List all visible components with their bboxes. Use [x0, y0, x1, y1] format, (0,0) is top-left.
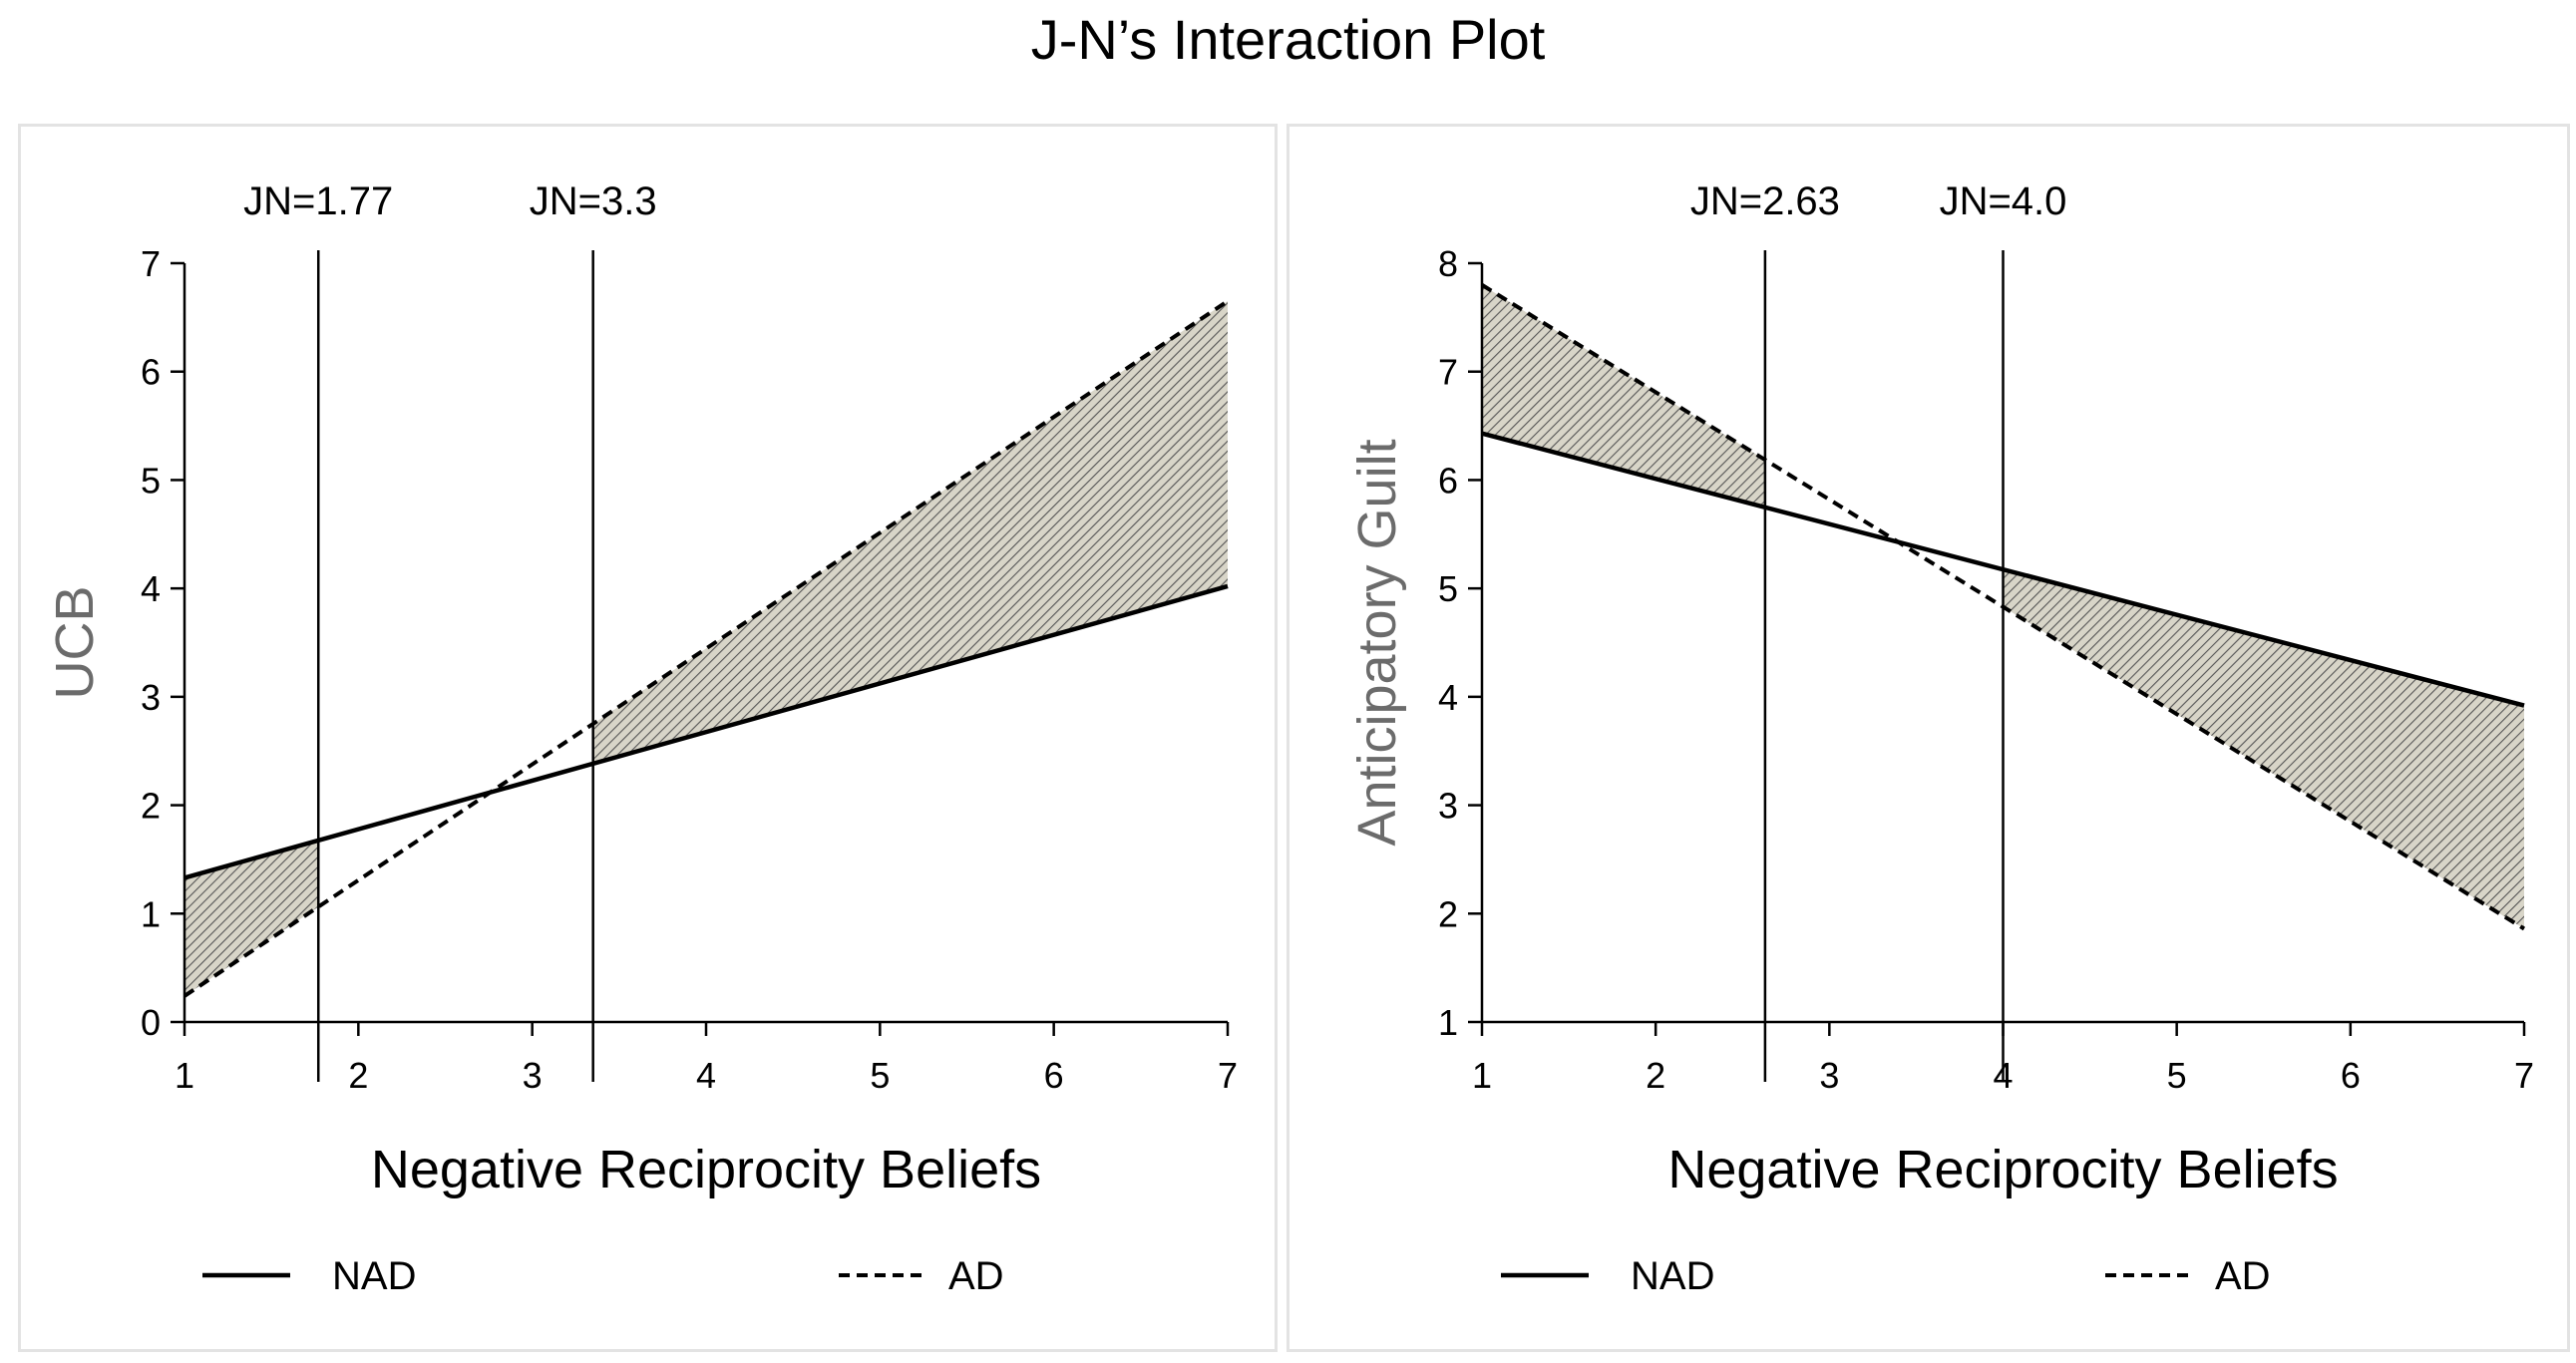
y-tick-label: 2 — [141, 786, 161, 827]
nad-series-line — [1481, 431, 2525, 708]
y-tick-label: 6 — [141, 352, 161, 393]
x-tick-label: 4 — [696, 1055, 716, 1096]
x-axis-title: Negative Reciprocity Beliefs — [371, 1140, 1041, 1199]
y-tick-label: 7 — [141, 243, 161, 284]
x-tick-label: 7 — [2514, 1055, 2534, 1096]
y-tick-label: 2 — [1438, 893, 1458, 934]
y-tick-label: 8 — [1438, 243, 1458, 284]
x-tick-label: 2 — [1646, 1055, 1665, 1096]
x-tick-label: 6 — [1044, 1055, 1064, 1096]
y-tick-label: 1 — [1438, 1002, 1458, 1043]
y-axis-title: Anticipatory Guilt — [1347, 439, 1407, 846]
x-tick-label: 5 — [870, 1055, 890, 1096]
jn-label-1: JN=1.77 — [243, 179, 393, 223]
x-tick-label: 1 — [175, 1055, 194, 1096]
shaded-region-2 — [592, 301, 1228, 764]
x-tick-label: 3 — [1819, 1055, 1839, 1096]
y-tick-label: 1 — [141, 893, 161, 934]
legend-nad-label: NAD — [332, 1254, 416, 1298]
shaded-region-1 — [184, 840, 319, 996]
right-chart-panel: 1 2 3 4 5 6 7 8 1 2 3 4 5 6 7 JN=2.63 JN=4.0 Negative Rec… — [1287, 124, 2570, 1352]
chart-title: J-N’s Interaction Plot — [1030, 8, 1546, 71]
jn-label-2: JN=4.0 — [1940, 179, 2067, 223]
x-tick-label: 2 — [348, 1055, 368, 1096]
left-chart-panel: 0 1 2 3 4 5 6 7 1 2 3 4 5 6 7 JN=1.77 JN=3.3 Negative Rec… — [18, 124, 1278, 1352]
x-tick-label: 1 — [1472, 1055, 1492, 1096]
x-tick-label: 6 — [2341, 1055, 2361, 1096]
shaded-region-1 — [1482, 284, 1765, 508]
y-tick-label: 4 — [1438, 677, 1458, 718]
y-tick-label: 6 — [1438, 460, 1458, 501]
x-tick-label: 3 — [523, 1055, 543, 1096]
legend-nad-label: NAD — [1631, 1254, 1714, 1298]
y-tick-label: 4 — [141, 568, 161, 609]
jn-label-1: JN=2.63 — [1690, 179, 1840, 223]
y-tick-label: 3 — [1438, 786, 1458, 827]
y-tick-label: 5 — [1438, 568, 1458, 609]
nad-series-line — [184, 583, 1229, 880]
x-tick-label: 5 — [2167, 1055, 2187, 1096]
legend-ad-label: AD — [2215, 1254, 2271, 1298]
ad-series-line — [183, 299, 1230, 998]
y-tick-label: 3 — [141, 677, 161, 718]
ad-series-line — [1480, 283, 2526, 931]
y-axis-title: UCB — [45, 585, 105, 699]
legend-ad-label: AD — [948, 1254, 1004, 1298]
jn-label-2: JN=3.3 — [530, 179, 657, 223]
x-tick-label: 7 — [1218, 1055, 1238, 1096]
y-tick-label: 5 — [141, 460, 161, 501]
y-tick-label: 0 — [141, 1002, 161, 1043]
x-axis-title: Negative Reciprocity Beliefs — [1667, 1140, 2338, 1199]
shaded-region-2 — [2003, 569, 2524, 929]
y-tick-label: 7 — [1438, 352, 1458, 393]
